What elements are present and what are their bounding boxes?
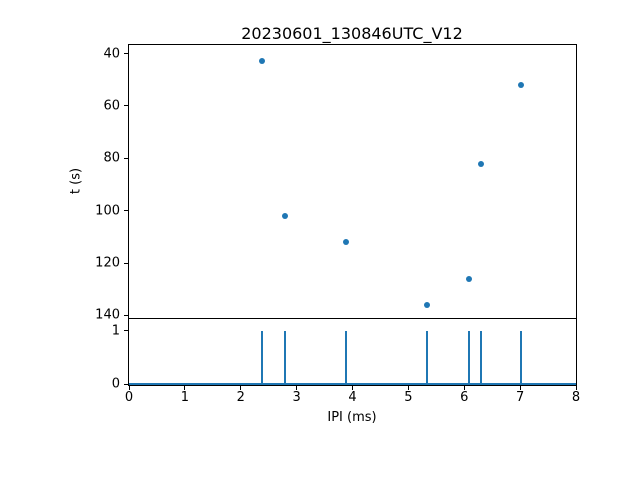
y-tick-mark (124, 53, 128, 55)
scatter-plot-area: 40 60 80 100 120 140 (95, 44, 577, 322)
y-tick-mark (124, 157, 128, 159)
stem-line (480, 330, 482, 383)
stem-line (283, 330, 286, 383)
stem-line (344, 330, 347, 383)
scatter-point (281, 212, 288, 219)
x-tick-label: 3 (292, 390, 301, 405)
stem-baseline (129, 383, 576, 385)
stem-line (425, 330, 428, 383)
y-axis-label-text: t (s) (68, 167, 84, 195)
chart-title: 20230601_130846UTC_V12 (241, 24, 463, 43)
y-tick-label: 40 (103, 46, 120, 62)
x-tick-mark (352, 386, 353, 390)
x-tick-mark (407, 386, 409, 390)
y-tick-mark (124, 330, 128, 332)
stem-line (467, 330, 470, 383)
x-tick-mark (296, 386, 298, 390)
y-tick-label: 120 (95, 255, 120, 271)
x-tick-label: 4 (348, 390, 357, 405)
y-tick-label: 60 (103, 98, 120, 114)
x-tick-mark (519, 386, 521, 390)
x-axis-label: IPI (ms) (327, 410, 377, 425)
x-tick-label: 7 (515, 390, 525, 405)
scatter-point (342, 239, 349, 246)
scatter-point (258, 58, 265, 65)
x-tick-label: 0 (124, 390, 134, 405)
y-tick-mark (124, 105, 128, 107)
y-tick-label: 80 (103, 150, 120, 166)
y-tick-mark (124, 210, 128, 212)
scatter-point (465, 275, 472, 282)
x-tick-mark (463, 386, 465, 390)
y-tick-label: 0 (111, 376, 120, 392)
x-tick-mark (575, 386, 577, 390)
stem-plot-area: 0 1 0 1 2 3 4 5 6 7 8 (112, 318, 580, 404)
x-tick-mark (184, 386, 186, 390)
x-tick-label: 2 (236, 390, 245, 405)
scatter-point (423, 301, 430, 308)
x-tick-label: 5 (404, 390, 413, 405)
x-tick-label: 1 (180, 390, 190, 405)
x-tick-label: 6 (460, 390, 469, 405)
scatter-point (518, 82, 525, 89)
y-tick-mark (124, 262, 128, 264)
stem-line (260, 330, 263, 383)
y-tick-label: 140 (95, 307, 120, 323)
y-tick-label: 1 (111, 323, 120, 339)
x-tick-mark (128, 386, 130, 390)
stem-line (520, 330, 523, 383)
y-tick-mark (124, 383, 128, 385)
x-tick-label: 8 (571, 390, 581, 405)
y-tick-label: 100 (95, 203, 120, 219)
y-tick-mark (124, 314, 128, 316)
scatter-point (478, 160, 484, 167)
x-tick-mark (240, 386, 242, 390)
